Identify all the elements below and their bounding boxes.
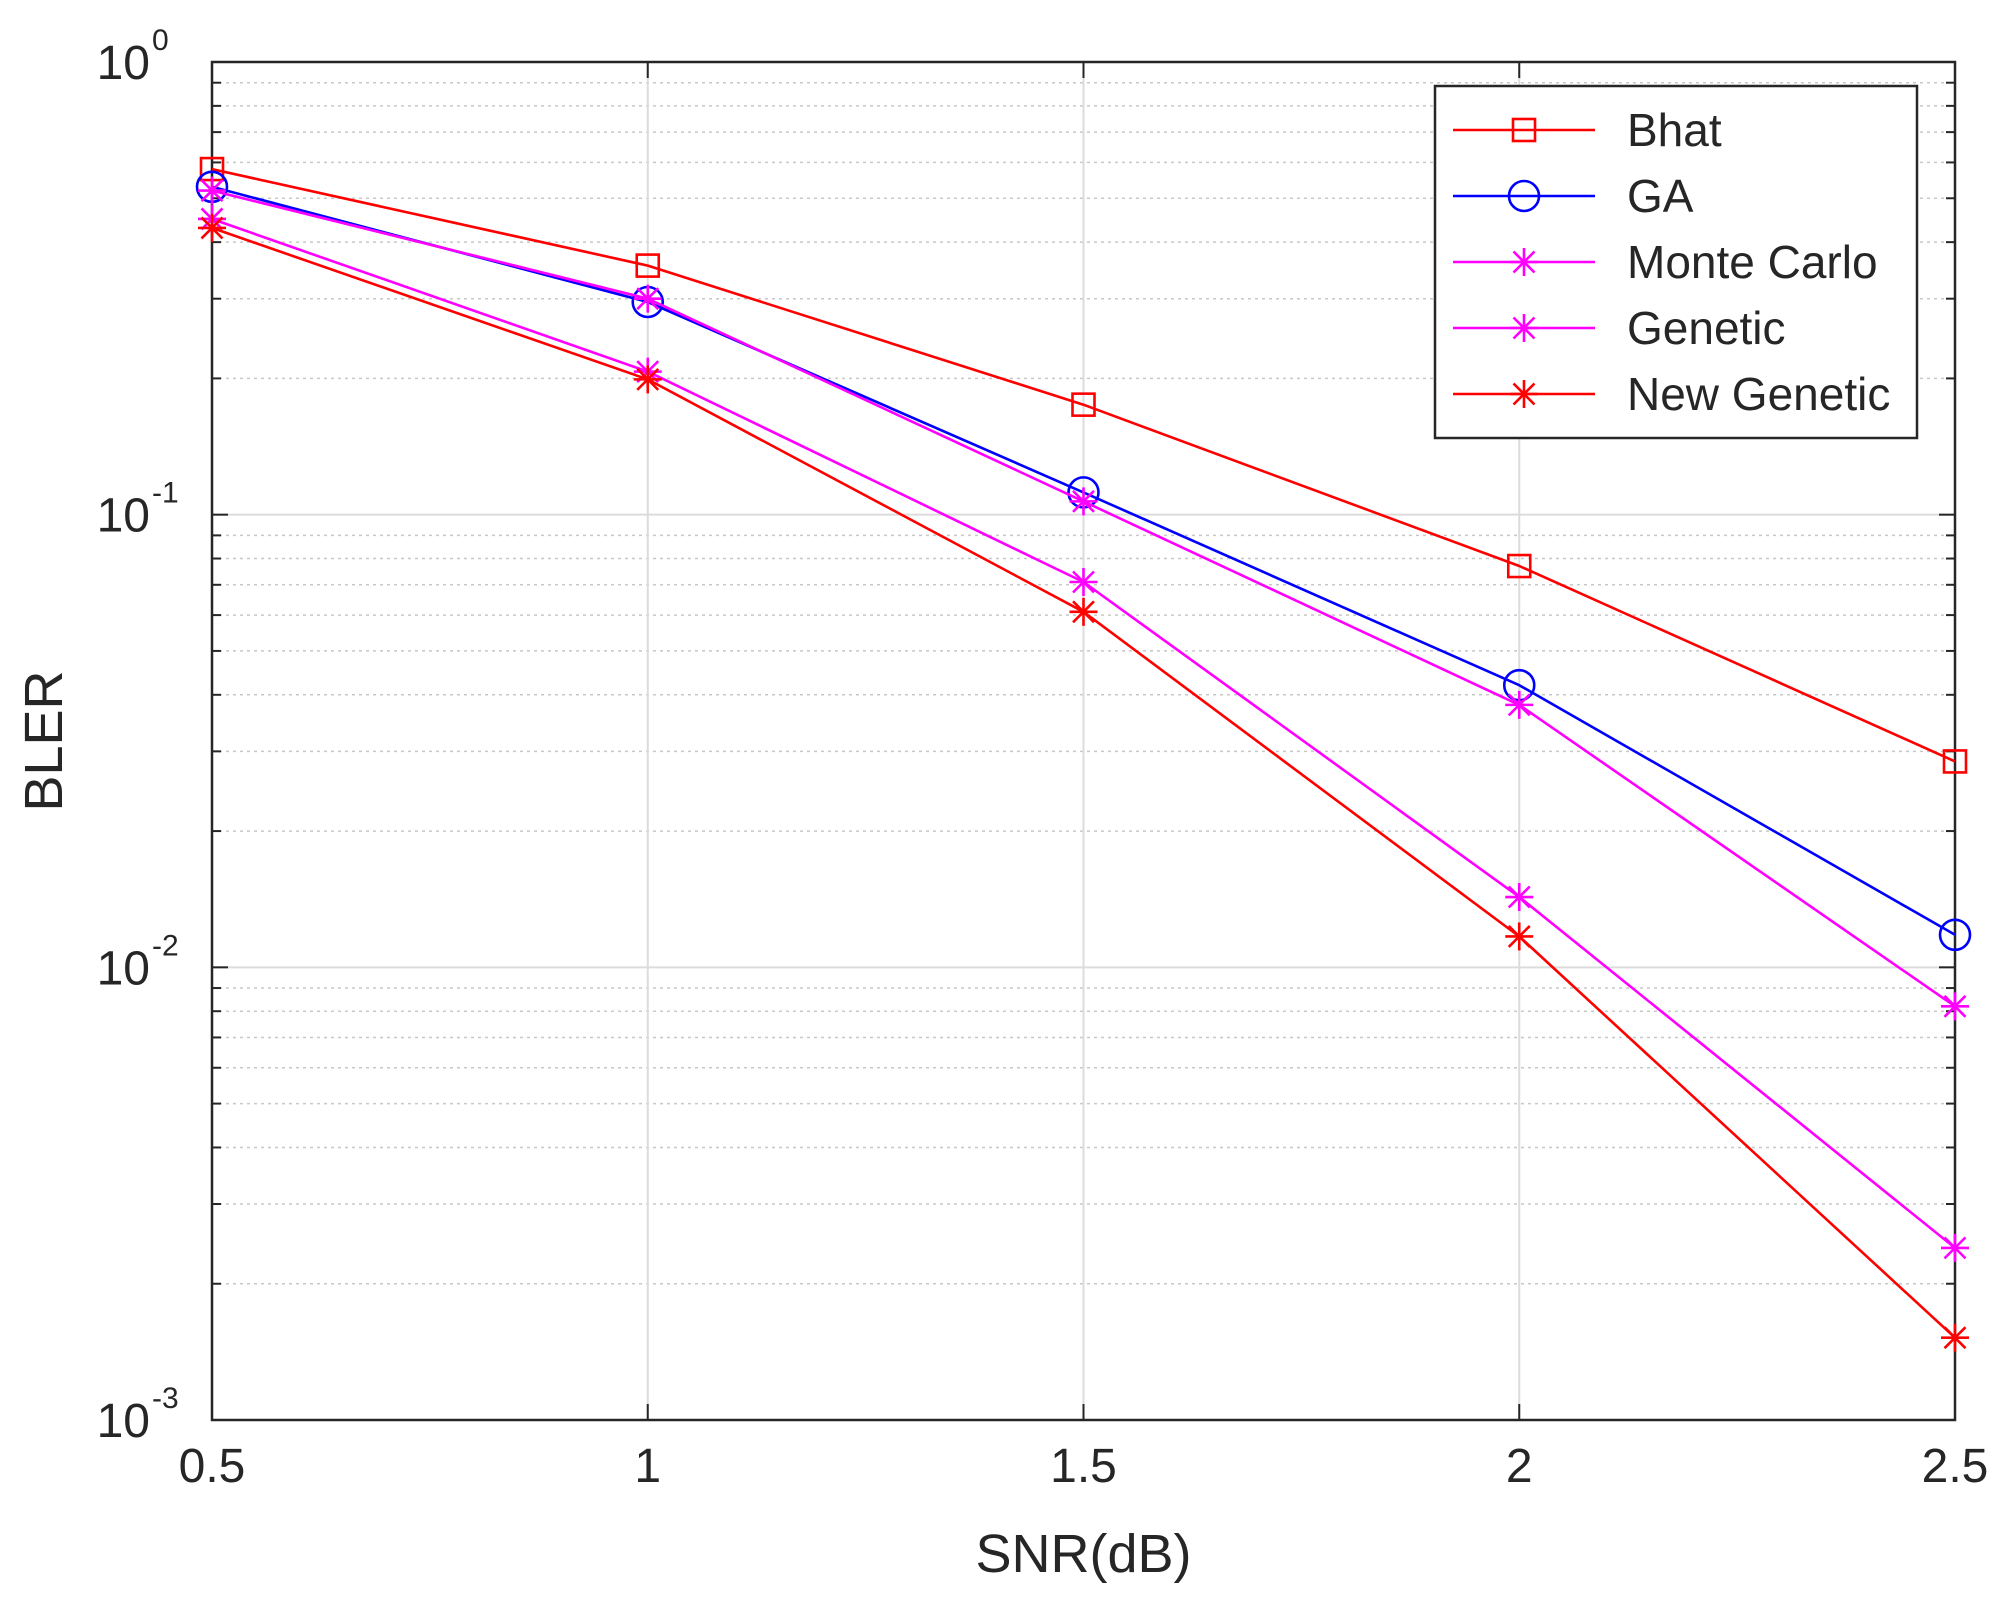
legend-marker-bhat (1511, 117, 1537, 143)
legend-item-monte-carlo: Monte Carlo (1453, 236, 1878, 288)
legend-label-new-genetic: New Genetic (1627, 368, 1890, 420)
legend-item-ga: GA (1453, 170, 1694, 222)
legend-item-new-genetic: New Genetic (1453, 368, 1890, 420)
y-tick-label-base: 10 (97, 1395, 150, 1448)
legend-marker-genetic (1510, 314, 1538, 342)
data-point-bhat (635, 253, 661, 278)
legend-marker-ga (1507, 179, 1541, 213)
data-point-monte-carlo (198, 176, 226, 205)
legend-label-monte-carlo: Monte Carlo (1627, 236, 1878, 288)
data-point-bhat (1506, 553, 1532, 579)
series-monte-carlo (198, 176, 1969, 1021)
x-tick-label: 2.5 (1922, 1440, 1989, 1493)
data-point-new-genetic (1505, 922, 1534, 951)
data-point-new-genetic (1069, 597, 1098, 626)
legend-marker-monte-carlo (1510, 248, 1538, 276)
data-point-genetic (1941, 1233, 1969, 1262)
x-tick-label: 1 (634, 1440, 661, 1493)
data-point-ga (1938, 918, 1972, 952)
legend-item-genetic: Genetic (1453, 302, 1786, 354)
data-point-monte-carlo (633, 284, 662, 313)
legend-label-ga: GA (1627, 170, 1694, 222)
data-point-genetic (1505, 883, 1534, 912)
y-tick-label-base: 10 (97, 490, 150, 543)
x-tick-label: 2 (1506, 1440, 1533, 1493)
data-point-bhat (1942, 749, 1968, 774)
y-axis-label: BLER (14, 670, 74, 811)
data-point-new-genetic (1941, 1323, 1969, 1352)
data-point-bhat (1071, 392, 1096, 417)
data-point-new-genetic (633, 365, 662, 394)
y-tick-label-exponent: 0 (152, 24, 169, 57)
y-tick-label-exponent: -1 (152, 477, 179, 510)
x-tick-label: 0.5 (179, 1440, 246, 1493)
y-tick-label-exponent: -3 (152, 1382, 179, 1415)
x-axis-label: SNR(dB) (975, 1524, 1191, 1584)
y-tick-label: 10 -3 (97, 1382, 179, 1448)
y-tick-label: 10 -1 (97, 477, 179, 543)
y-tick-label: 10 0 (97, 24, 169, 90)
x-tick-label: 1.5 (1050, 1440, 1117, 1493)
legend-marker-new-genetic (1510, 380, 1538, 408)
data-point-genetic (1069, 567, 1098, 596)
legend: Bhat GA Monte Carlo Genetic New Genetic (1433, 84, 1919, 440)
data-point-monte-carlo (1069, 487, 1098, 516)
data-series (195, 156, 1972, 1352)
legend-item-bhat: Bhat (1453, 104, 1722, 156)
data-point-monte-carlo (1941, 992, 1969, 1021)
data-point-monte-carlo (1505, 690, 1534, 719)
data-point-new-genetic (198, 213, 226, 242)
y-tick-label-base: 10 (97, 942, 150, 995)
series-new-genetic (198, 213, 1969, 1352)
y-tick-label-exponent: -2 (152, 929, 179, 962)
legend-label-genetic: Genetic (1627, 302, 1786, 354)
legend-label-bhat: Bhat (1627, 104, 1722, 156)
y-tick-label: 10 -2 (97, 929, 179, 995)
series-line-bhat (211, 167, 1956, 763)
y-tick-label-base: 10 (97, 37, 150, 90)
